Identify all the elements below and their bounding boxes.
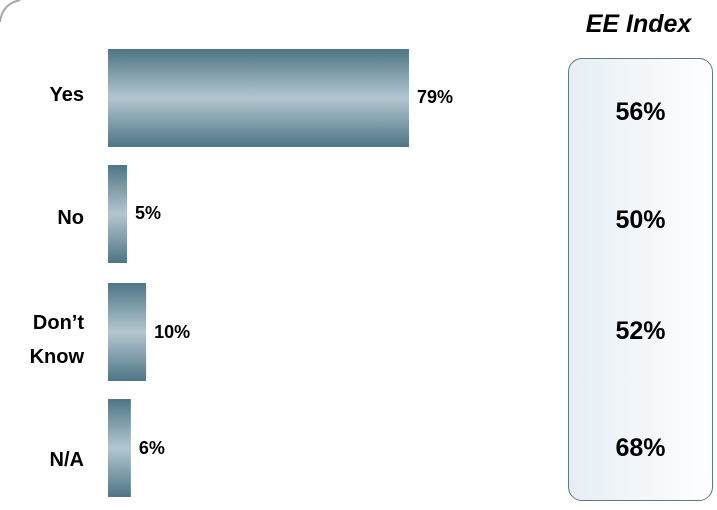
bar-1: [108, 165, 128, 263]
value-label-0: 79%: [416, 87, 454, 107]
corner-decoration: [0, 0, 21, 23]
value-label-1: 5%: [135, 203, 162, 223]
category-label-1: No: [57, 207, 84, 229]
bar-chart: [108, 49, 409, 497]
ee-index-value-0: 56%: [615, 98, 666, 126]
category-label-3: N/A: [49, 449, 84, 471]
ee-index-panel: [568, 58, 713, 501]
category-label-2-line-1: Know: [29, 346, 84, 368]
ee-index-value-2: 52%: [615, 317, 666, 345]
value-label-3: 6%: [138, 438, 165, 458]
category-label-0: Yes: [49, 84, 84, 106]
ee-index-value-1: 50%: [615, 206, 666, 234]
ee-index-title: EE Index: [585, 10, 692, 38]
bar-2: [108, 283, 147, 381]
bar-0: [108, 49, 409, 147]
category-label-2-line-0: Don’t: [32, 312, 84, 334]
ee-index-value-3: 68%: [615, 434, 666, 462]
bar-3: [108, 399, 131, 497]
value-label-2: 10%: [154, 322, 191, 342]
